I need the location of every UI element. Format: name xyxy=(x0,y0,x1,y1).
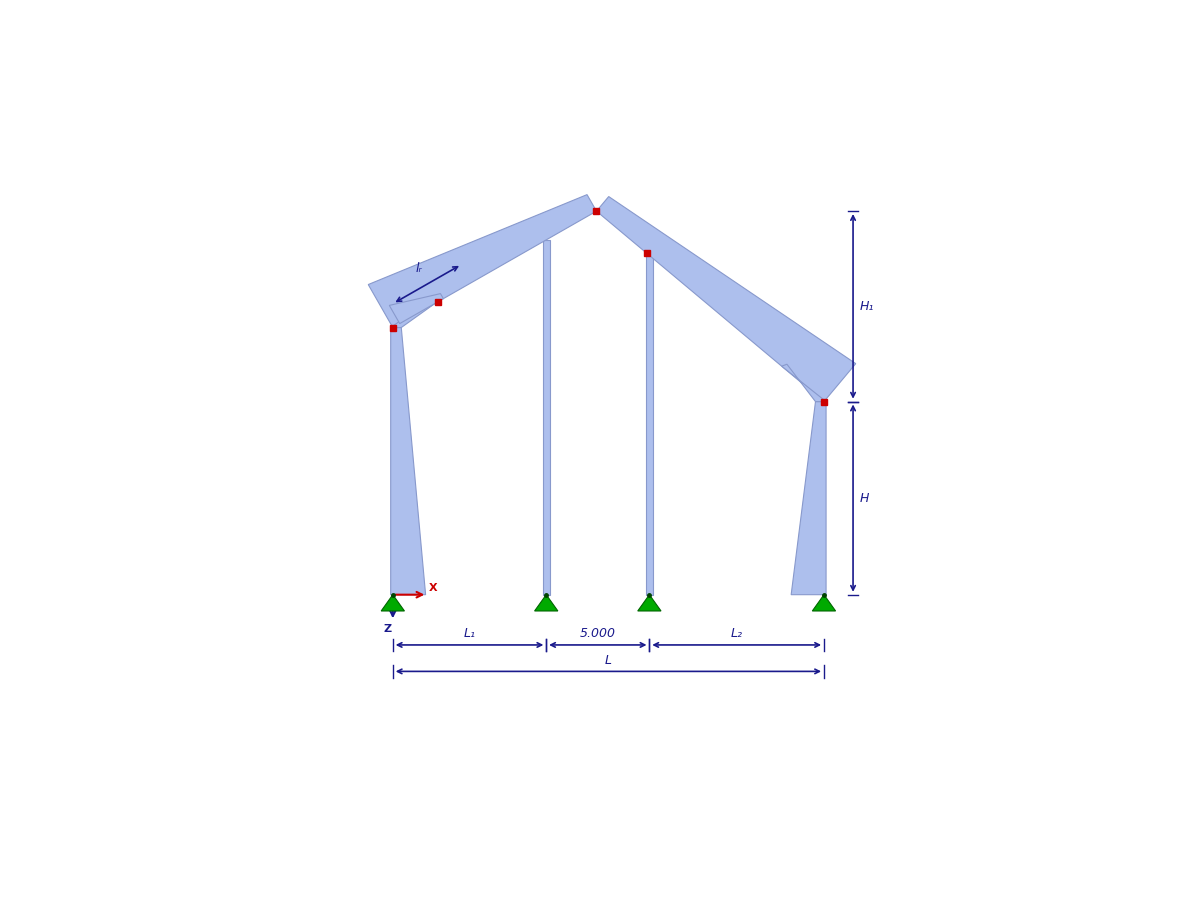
Text: H₁: H₁ xyxy=(859,300,874,313)
Text: L₂: L₂ xyxy=(731,627,743,640)
Text: Z: Z xyxy=(383,624,391,634)
Polygon shape xyxy=(382,595,404,611)
Polygon shape xyxy=(368,194,596,328)
Text: L₁: L₁ xyxy=(463,627,475,640)
Polygon shape xyxy=(812,595,835,611)
Text: H: H xyxy=(859,491,869,505)
Polygon shape xyxy=(391,300,436,328)
Polygon shape xyxy=(781,364,826,401)
Polygon shape xyxy=(534,595,558,611)
Polygon shape xyxy=(389,293,443,324)
Polygon shape xyxy=(646,256,653,595)
Text: lᵣ: lᵣ xyxy=(416,262,422,274)
Text: X: X xyxy=(428,582,438,592)
Polygon shape xyxy=(542,240,550,595)
Text: L: L xyxy=(605,653,612,667)
Polygon shape xyxy=(637,595,661,611)
Polygon shape xyxy=(391,328,426,595)
Polygon shape xyxy=(791,401,826,595)
Polygon shape xyxy=(596,196,856,401)
Text: 5.000: 5.000 xyxy=(580,627,616,640)
